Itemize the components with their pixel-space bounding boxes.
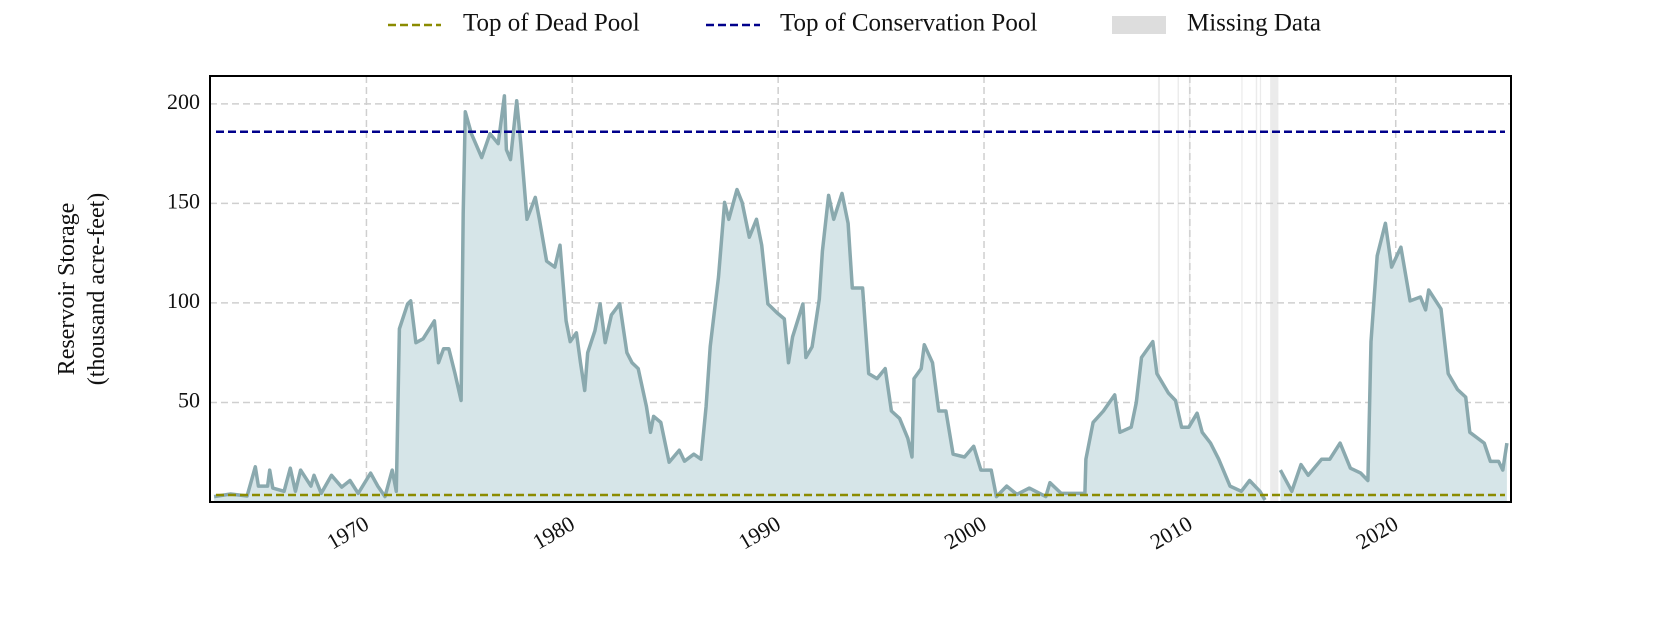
legend-label: Top of Dead Pool <box>463 10 640 37</box>
missing-span <box>1259 76 1262 502</box>
y-tick-label: 200 <box>167 89 200 114</box>
y-axis-label: Reservoir Storage <box>54 203 80 376</box>
y-tick-label: 50 <box>178 388 200 413</box>
y-axis-label: (thousand acre-feet) <box>84 193 110 386</box>
x-tick-label: 2000 <box>940 511 991 555</box>
x-tick-label: 1990 <box>734 511 785 555</box>
y-tick-label: 100 <box>167 288 200 313</box>
missing-span <box>1255 76 1258 502</box>
legend-label: Missing Data <box>1187 10 1321 37</box>
x-tick-label: 2020 <box>1352 511 1403 555</box>
line <box>213 94 1509 501</box>
missing-span <box>1241 76 1243 502</box>
x-tick-label: 1980 <box>528 511 579 555</box>
plot-frame <box>209 75 1512 503</box>
area <box>214 95 1507 502</box>
missing-span <box>1177 76 1179 502</box>
y-tick-label: 150 <box>167 188 200 213</box>
legend-label: Top of Conservation Pool <box>780 10 1037 37</box>
missing-span <box>1270 76 1279 502</box>
x-tick-label: 1970 <box>322 511 373 555</box>
x-tick-label: 2010 <box>1146 511 1197 555</box>
legend-swatch <box>1112 16 1166 34</box>
missing-span <box>1157 76 1161 502</box>
